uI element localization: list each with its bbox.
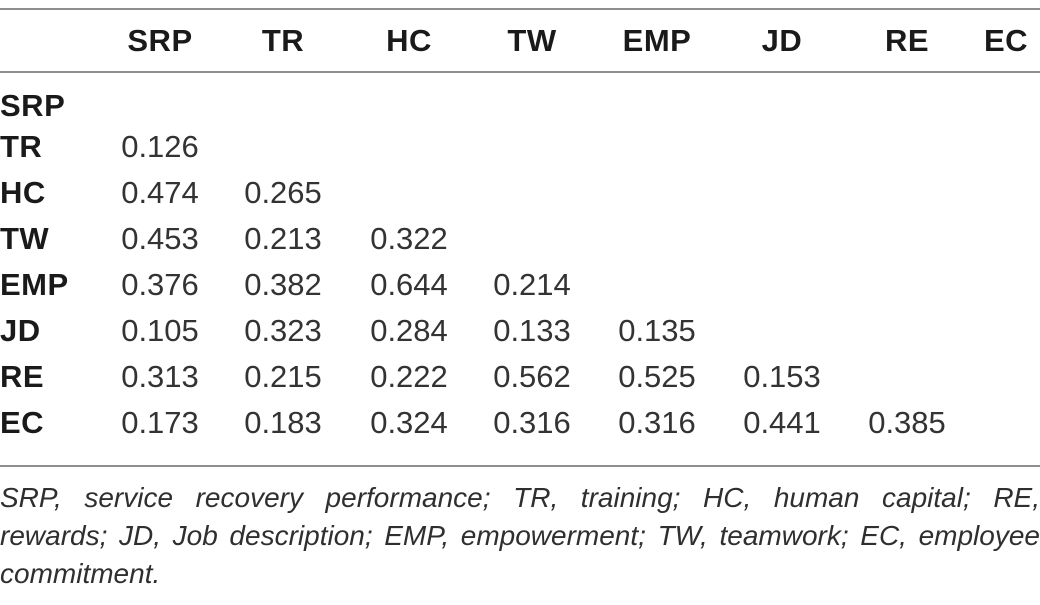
table-row: SRP [0, 72, 1040, 124]
row-label: RE [0, 359, 45, 394]
matrix-cell: 0.183 [244, 405, 322, 440]
column-header-hc: HC [346, 10, 472, 73]
matrix-cell [842, 262, 972, 308]
matrix-cell: 0.126 [121, 129, 199, 164]
column-header-tw: TW [472, 10, 592, 73]
matrix-cell [472, 124, 592, 170]
corner-cell [0, 10, 100, 73]
matrix-cell [972, 72, 1040, 124]
matrix-cell: 0.222 [370, 359, 448, 394]
matrix-cell: 0.453 [121, 221, 199, 256]
matrix-body: SRP TR 0.126 HC 0.474 0.265 TW 0.453 0.213 0.322 E… [0, 72, 1040, 446]
row-label: TW [0, 221, 50, 256]
matrix-cell [592, 262, 722, 308]
table-row: EC 0.173 0.183 0.324 0.316 0.316 0.441 0.385 [0, 400, 1040, 446]
matrix-cell [592, 72, 722, 124]
matrix-cell: 0.105 [121, 313, 199, 348]
matrix-cell [842, 124, 972, 170]
matrix-cell [972, 216, 1040, 262]
header-row: SRP TR HC TW EMP JD RE EC [0, 10, 1040, 73]
table-row: EMP 0.376 0.382 0.644 0.214 [0, 262, 1040, 308]
correlation-matrix-table: SRP TR HC TW EMP JD RE EC SRP TR 0.126 HC 0.… [0, 10, 1040, 446]
matrix-cell: 0.265 [244, 175, 322, 210]
matrix-cell: 0.441 [743, 405, 821, 440]
matrix-cell [842, 308, 972, 354]
matrix-cell [972, 400, 1040, 446]
matrix-cell [842, 170, 972, 216]
column-header-ec: EC [972, 10, 1040, 73]
row-label: HC [0, 175, 46, 210]
matrix-cell [722, 72, 842, 124]
matrix-cell: 0.133 [493, 313, 571, 348]
matrix-cell [592, 170, 722, 216]
matrix-cell: 0.215 [244, 359, 322, 394]
matrix-cell: 0.316 [618, 405, 696, 440]
matrix-cell [722, 170, 842, 216]
matrix-cell: 0.562 [493, 359, 571, 394]
matrix-cell [722, 216, 842, 262]
matrix-cell [346, 124, 472, 170]
matrix-cell [722, 124, 842, 170]
matrix-cell: 0.525 [618, 359, 696, 394]
footnote-line: SRP, service recovery performance; TR, t… [0, 482, 1040, 513]
matrix-cell [972, 308, 1040, 354]
matrix-cell [346, 72, 472, 124]
table-row: JD 0.105 0.323 0.284 0.133 0.135 [0, 308, 1040, 354]
matrix-cell: 0.385 [868, 405, 946, 440]
matrix-cell [722, 308, 842, 354]
matrix-cell: 0.474 [121, 175, 199, 210]
column-header-emp: EMP [592, 10, 722, 73]
row-label: EC [0, 405, 45, 440]
table-row: TR 0.126 [0, 124, 1040, 170]
table-row: TW 0.453 0.213 0.322 [0, 216, 1040, 262]
row-label: TR [0, 129, 43, 164]
matrix-cell [842, 72, 972, 124]
matrix-cell: 0.382 [244, 267, 322, 302]
matrix-cell: 0.173 [121, 405, 199, 440]
matrix-cell: 0.135 [618, 313, 696, 348]
column-header-re: RE [842, 10, 972, 73]
table-top-rule [0, 8, 1040, 10]
matrix-cell: 0.316 [493, 405, 571, 440]
matrix-cell [722, 262, 842, 308]
footnote-line: commitment. [0, 558, 161, 589]
matrix-cell: 0.322 [370, 221, 448, 256]
matrix-cell [972, 170, 1040, 216]
matrix-cell: 0.284 [370, 313, 448, 348]
matrix-cell [472, 72, 592, 124]
matrix-cell [842, 216, 972, 262]
footnote-line: rewards; JD, Job description; EMP, empow… [0, 520, 1040, 551]
correlation-table-figure: SRP TR HC TW EMP JD RE EC SRP TR 0.126 HC 0.… [0, 8, 1040, 593]
matrix-cell [472, 216, 592, 262]
matrix-cell [972, 354, 1040, 400]
matrix-cell [100, 72, 220, 124]
table-bottom-rule [0, 465, 1040, 467]
matrix-cell: 0.313 [121, 359, 199, 394]
row-label: JD [0, 313, 41, 348]
matrix-cell: 0.644 [370, 267, 448, 302]
matrix-cell [346, 170, 472, 216]
matrix-cell [592, 216, 722, 262]
table-row: RE 0.313 0.215 0.222 0.562 0.525 0.153 [0, 354, 1040, 400]
row-label: SRP [0, 88, 66, 123]
matrix-cell: 0.376 [121, 267, 199, 302]
matrix-cell [972, 124, 1040, 170]
row-label: EMP [0, 267, 69, 302]
matrix-cell [592, 124, 722, 170]
column-header-tr: TR [220, 10, 346, 73]
matrix-cell: 0.153 [743, 359, 821, 394]
matrix-cell: 0.214 [493, 267, 571, 302]
table-footnote: SRP, service recovery performance; TR, t… [0, 479, 1040, 593]
matrix-cell [972, 262, 1040, 308]
matrix-cell [220, 124, 346, 170]
column-header-srp: SRP [100, 10, 220, 73]
matrix-cell: 0.323 [244, 313, 322, 348]
matrix-cell: 0.324 [370, 405, 448, 440]
matrix-cell: 0.213 [244, 221, 322, 256]
column-header-jd: JD [722, 10, 842, 73]
matrix-cell [472, 170, 592, 216]
matrix-cell [842, 354, 972, 400]
table-row: HC 0.474 0.265 [0, 170, 1040, 216]
matrix-cell [220, 72, 346, 124]
